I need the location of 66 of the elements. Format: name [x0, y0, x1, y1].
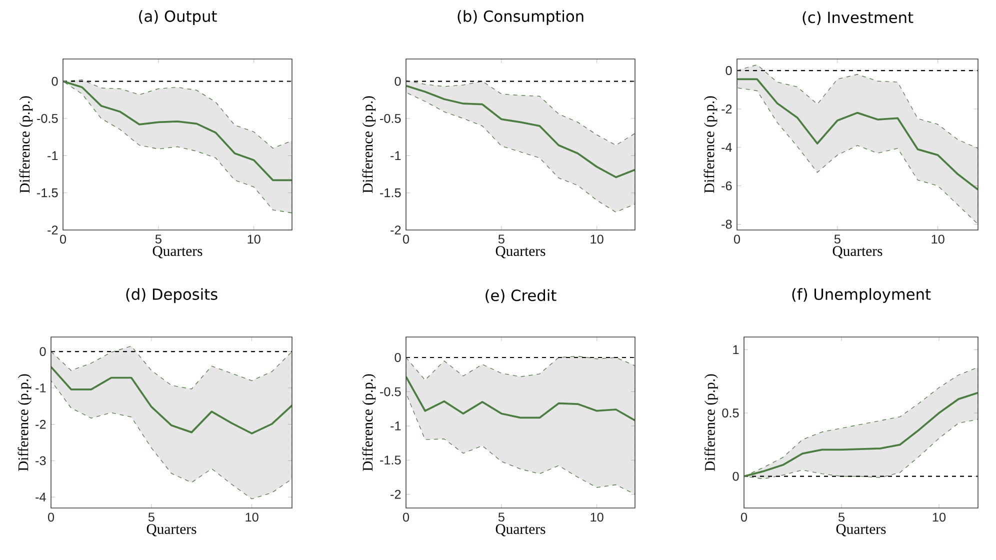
x-tick-label: 0 [740, 512, 748, 522]
y-tick-label: -6 [722, 181, 732, 190]
line-series [406, 376, 636, 422]
y-tick-label: -2 [390, 490, 401, 499]
y-tick-label: -0.5 [380, 114, 401, 123]
x-tick-label: 0 [60, 234, 66, 244]
y-tick-label: 0 [726, 66, 732, 76]
y-tick-label: 0 [40, 347, 46, 356]
line-series [406, 84, 636, 178]
y-axis-title: Difference (p.p.) [18, 374, 32, 472]
x-tick-label: 10 [590, 512, 604, 522]
y-axis-title: Difference (p.p.) [704, 96, 718, 194]
y-tick-label: -2 [48, 226, 58, 234]
x-tick-label: 5 [834, 234, 840, 244]
y-tick-label: -2 [390, 226, 401, 234]
y-tick-label: -4 [722, 143, 732, 152]
line-series [737, 78, 978, 191]
y-tick-label: -0.5 [37, 114, 58, 123]
x-axis-title: Quarters [152, 246, 202, 258]
x-tick-label: 10 [248, 234, 260, 244]
x-tick-label: 10 [932, 512, 946, 522]
y-tick-label: 0 [732, 472, 739, 481]
y-tick-label: 1 [733, 345, 739, 354]
x-tick-label: 5 [155, 234, 162, 244]
x-axis-title: Quarters [836, 524, 886, 536]
y-tick-label: -2 [722, 104, 732, 114]
y-tick-label: -1 [390, 422, 401, 430]
x-tick-label: 5 [838, 512, 845, 522]
y-tick-label: -1.5 [380, 456, 401, 465]
x-tick-label: 5 [498, 512, 504, 522]
x-tick-label: 5 [148, 512, 154, 522]
y-tick-label: 0 [52, 76, 58, 86]
y-axis-title: Difference (p.p.) [19, 96, 33, 194]
y-tick-label: -4 [36, 492, 46, 502]
y-tick-label: -1.5 [380, 188, 401, 198]
x-axis-title: Quarters [146, 524, 196, 536]
y-tick-label: -1 [48, 151, 58, 160]
y-tick-label: -3 [36, 456, 46, 466]
chart-title: (b) Consumption [458, 10, 584, 25]
y-axis-title: Difference (p.p.) [362, 374, 376, 472]
x-tick-label: 0 [402, 512, 410, 522]
line-series [51, 366, 292, 434]
chart-title: (e) Credit [486, 289, 556, 303]
chart-title: (d) Deposits [126, 288, 218, 303]
x-tick-label: 10 [590, 234, 604, 244]
y-tick-label: -1 [390, 151, 401, 160]
x-axis-title: Quarters [832, 246, 882, 258]
y-axis-title: Difference (p.p.) [362, 96, 376, 194]
x-axis-title: Quarters [496, 524, 546, 536]
y-tick-label: 0.5 [722, 408, 739, 418]
x-tick-label: 10 [932, 234, 944, 244]
x-tick-label: 10 [246, 512, 258, 522]
chart-title: (f) Unemployment [792, 288, 931, 303]
y-tick-label: -2 [36, 420, 46, 429]
y-tick-label: -1 [36, 384, 46, 392]
y-tick-label: -0.5 [380, 387, 401, 396]
x-tick-label: 0 [402, 234, 410, 244]
y-axis-title: Difference (p.p.) [704, 374, 718, 472]
y-tick-label: -1.5 [37, 188, 58, 198]
x-axis-title: Quarters [496, 246, 546, 258]
chart-title: (a) Output [139, 10, 217, 25]
y-tick-label: -8 [722, 220, 732, 229]
x-tick-label: 5 [498, 234, 504, 244]
y-tick-label: 0 [394, 353, 401, 362]
y-tick-label: 0 [394, 76, 401, 86]
chart-title: (c) Investment [802, 11, 914, 25]
